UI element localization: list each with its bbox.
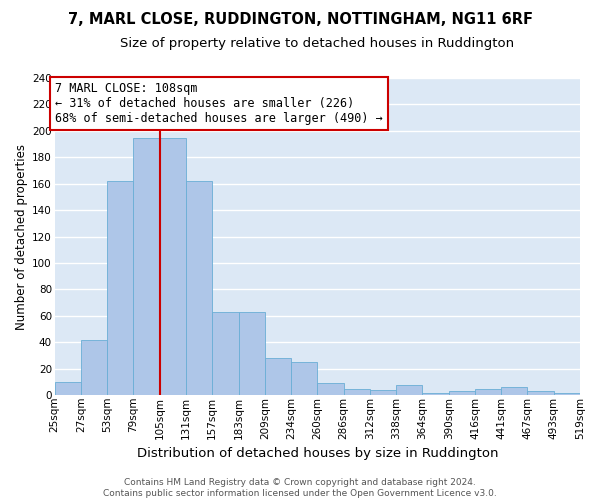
- Bar: [370, 390, 396, 395]
- X-axis label: Distribution of detached houses by size in Ruddington: Distribution of detached houses by size …: [137, 447, 498, 460]
- Bar: [475, 388, 501, 395]
- Bar: [501, 387, 527, 395]
- Bar: [239, 312, 265, 395]
- Bar: [449, 391, 475, 395]
- Bar: [422, 392, 449, 395]
- Bar: [133, 138, 160, 395]
- Bar: [81, 340, 107, 395]
- Y-axis label: Number of detached properties: Number of detached properties: [15, 144, 28, 330]
- Bar: [344, 388, 370, 395]
- Bar: [396, 384, 422, 395]
- Text: 7 MARL CLOSE: 108sqm
← 31% of detached houses are smaller (226)
68% of semi-deta: 7 MARL CLOSE: 108sqm ← 31% of detached h…: [55, 82, 383, 125]
- Bar: [265, 358, 291, 395]
- Title: Size of property relative to detached houses in Ruddington: Size of property relative to detached ho…: [120, 38, 514, 51]
- Bar: [55, 382, 81, 395]
- Bar: [291, 362, 317, 395]
- Bar: [107, 181, 133, 395]
- Bar: [212, 312, 239, 395]
- Bar: [186, 181, 212, 395]
- Bar: [554, 392, 580, 395]
- Bar: [317, 384, 344, 395]
- Bar: [160, 138, 186, 395]
- Bar: [527, 391, 554, 395]
- Text: Contains HM Land Registry data © Crown copyright and database right 2024.
Contai: Contains HM Land Registry data © Crown c…: [103, 478, 497, 498]
- Text: 7, MARL CLOSE, RUDDINGTON, NOTTINGHAM, NG11 6RF: 7, MARL CLOSE, RUDDINGTON, NOTTINGHAM, N…: [67, 12, 533, 28]
